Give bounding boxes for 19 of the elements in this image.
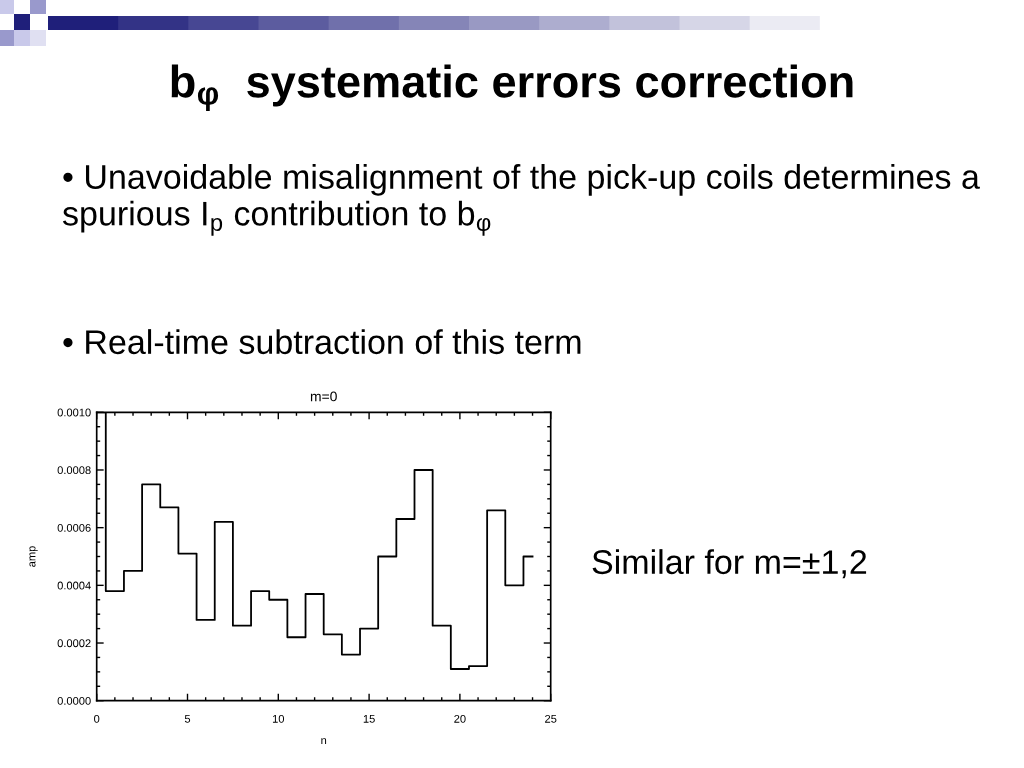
y-tick-label: 0.0010 bbox=[57, 408, 91, 417]
y-axis-title: amp bbox=[29, 546, 38, 567]
text: • Real-time subtraction of this term bbox=[63, 329, 581, 355]
chart-subtitle: m=0 bbox=[310, 391, 337, 402]
y-tick-label: 0.0004 bbox=[57, 581, 91, 590]
text: • Unavoidable misalignment of the pick-up coils determines a spurious I$_{p}$ contribution to b$_{φ}$ bbox=[62, 164, 980, 236]
x-tick-label: 5 bbox=[184, 715, 191, 723]
x-tick-label: 20 bbox=[454, 714, 466, 723]
x-tick-label: 0 bbox=[94, 714, 100, 723]
y-tick-label: 0.0006 bbox=[57, 523, 91, 532]
x-axis-title: n bbox=[321, 738, 327, 745]
y-tick-label: 0.0008 bbox=[57, 466, 91, 475]
x-tick-label: 25 bbox=[545, 714, 557, 723]
y-tick-label: 0.0000 bbox=[57, 696, 91, 705]
x-tick-label: 15 bbox=[363, 715, 375, 723]
chart-title: b$_{φ}$ systematic errors correction bbox=[171, 64, 853, 111]
y-tick-label: 0.0002 bbox=[57, 639, 91, 648]
x-tick-label: 10 bbox=[272, 714, 285, 723]
text: Similar for m=±1,2 bbox=[592, 549, 867, 579]
